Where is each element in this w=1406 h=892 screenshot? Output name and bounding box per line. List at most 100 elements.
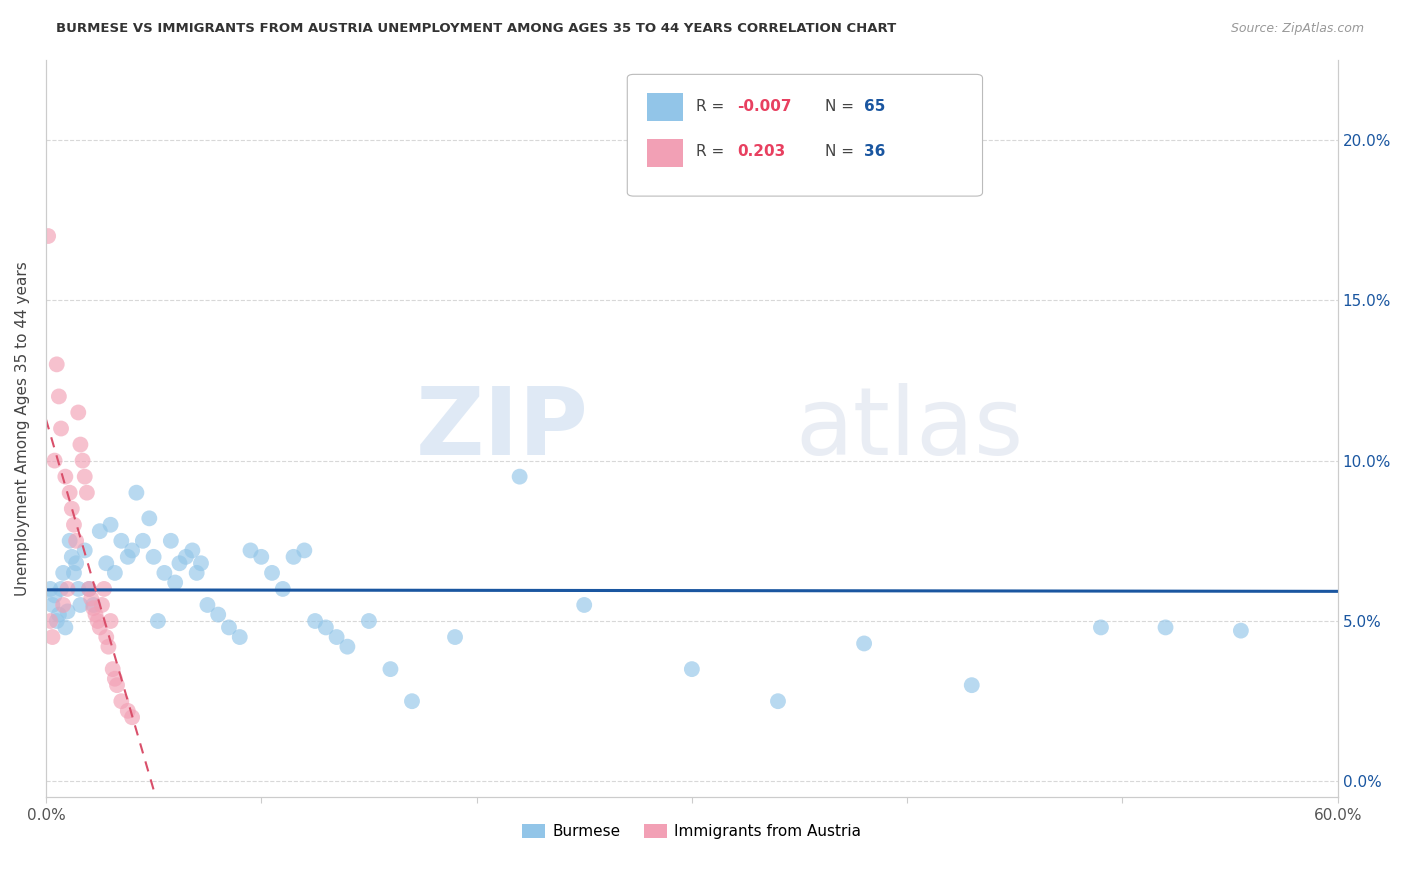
Point xyxy=(84,607,107,622)
Point xyxy=(380,662,402,676)
Point xyxy=(121,710,143,724)
Point xyxy=(101,662,124,676)
Point xyxy=(766,694,789,708)
Point xyxy=(67,405,90,419)
Point xyxy=(97,640,120,654)
Point xyxy=(37,229,59,244)
Point xyxy=(96,556,118,570)
Text: N =: N = xyxy=(825,99,853,113)
Text: atlas: atlas xyxy=(796,383,1024,475)
Point xyxy=(49,421,72,435)
Point xyxy=(73,469,96,483)
Point xyxy=(60,549,83,564)
Bar xyxy=(647,93,683,120)
Point xyxy=(960,678,983,692)
FancyBboxPatch shape xyxy=(627,74,983,196)
Point xyxy=(444,630,467,644)
Point xyxy=(76,485,98,500)
Text: -0.007: -0.007 xyxy=(737,99,792,113)
Text: 65: 65 xyxy=(863,99,884,113)
Point xyxy=(56,604,79,618)
Point xyxy=(1090,620,1112,634)
Point xyxy=(91,598,114,612)
Point xyxy=(39,614,62,628)
Point xyxy=(89,620,111,634)
Point xyxy=(41,598,63,612)
Point xyxy=(69,437,91,451)
Point xyxy=(186,566,208,580)
Point xyxy=(509,469,531,483)
Point xyxy=(336,640,359,654)
Point xyxy=(59,485,82,500)
Point xyxy=(82,598,104,612)
Point xyxy=(105,678,128,692)
Point xyxy=(77,582,100,596)
Point xyxy=(39,582,62,596)
Point xyxy=(100,517,122,532)
Point xyxy=(86,614,108,628)
Point xyxy=(65,556,87,570)
Point xyxy=(132,533,155,548)
Point xyxy=(44,453,66,467)
Point xyxy=(853,636,876,650)
Point xyxy=(271,582,294,596)
Point xyxy=(56,582,79,596)
Point xyxy=(53,469,76,483)
Point xyxy=(63,566,86,580)
Point xyxy=(304,614,326,628)
Text: R =: R = xyxy=(696,99,724,113)
Point xyxy=(59,533,82,548)
Point xyxy=(80,591,103,606)
Point xyxy=(283,549,305,564)
Point xyxy=(117,549,139,564)
Point xyxy=(110,533,132,548)
Point xyxy=(239,543,262,558)
Bar xyxy=(647,138,683,167)
Point xyxy=(681,662,703,676)
Point xyxy=(138,511,160,525)
Point xyxy=(45,614,67,628)
Point xyxy=(153,566,176,580)
Point xyxy=(250,549,273,564)
Point xyxy=(73,543,96,558)
Point xyxy=(72,453,94,467)
Point xyxy=(218,620,240,634)
Point xyxy=(165,575,187,590)
Point xyxy=(190,556,212,570)
Point xyxy=(160,533,183,548)
Text: BURMESE VS IMMIGRANTS FROM AUSTRIA UNEMPLOYMENT AMONG AGES 35 TO 44 YEARS CORREL: BURMESE VS IMMIGRANTS FROM AUSTRIA UNEMP… xyxy=(56,22,897,36)
Point xyxy=(100,614,122,628)
Legend: Burmese, Immigrants from Austria: Burmese, Immigrants from Austria xyxy=(516,818,868,845)
Point xyxy=(574,598,596,612)
Point xyxy=(1154,620,1177,634)
Point xyxy=(110,694,132,708)
Point xyxy=(207,607,229,622)
Text: 36: 36 xyxy=(863,145,884,160)
Point xyxy=(1230,624,1253,638)
Point xyxy=(357,614,380,628)
Point xyxy=(45,357,67,371)
Point xyxy=(89,524,111,538)
Point xyxy=(104,672,127,686)
Text: 0.203: 0.203 xyxy=(737,145,786,160)
Point xyxy=(60,501,83,516)
Point xyxy=(48,607,70,622)
Point xyxy=(41,630,63,644)
Point xyxy=(260,566,283,580)
Point xyxy=(315,620,337,634)
Point xyxy=(325,630,347,644)
Point xyxy=(181,543,204,558)
Text: Source: ZipAtlas.com: Source: ZipAtlas.com xyxy=(1230,22,1364,36)
Point xyxy=(63,517,86,532)
Point xyxy=(52,566,75,580)
Point xyxy=(53,620,76,634)
Point xyxy=(52,598,75,612)
Point xyxy=(121,543,143,558)
Point xyxy=(93,582,115,596)
Point xyxy=(96,630,118,644)
Point xyxy=(146,614,169,628)
Text: R =: R = xyxy=(696,145,724,160)
Y-axis label: Unemployment Among Ages 35 to 44 years: Unemployment Among Ages 35 to 44 years xyxy=(15,261,30,596)
Point xyxy=(117,704,139,718)
Point xyxy=(401,694,423,708)
